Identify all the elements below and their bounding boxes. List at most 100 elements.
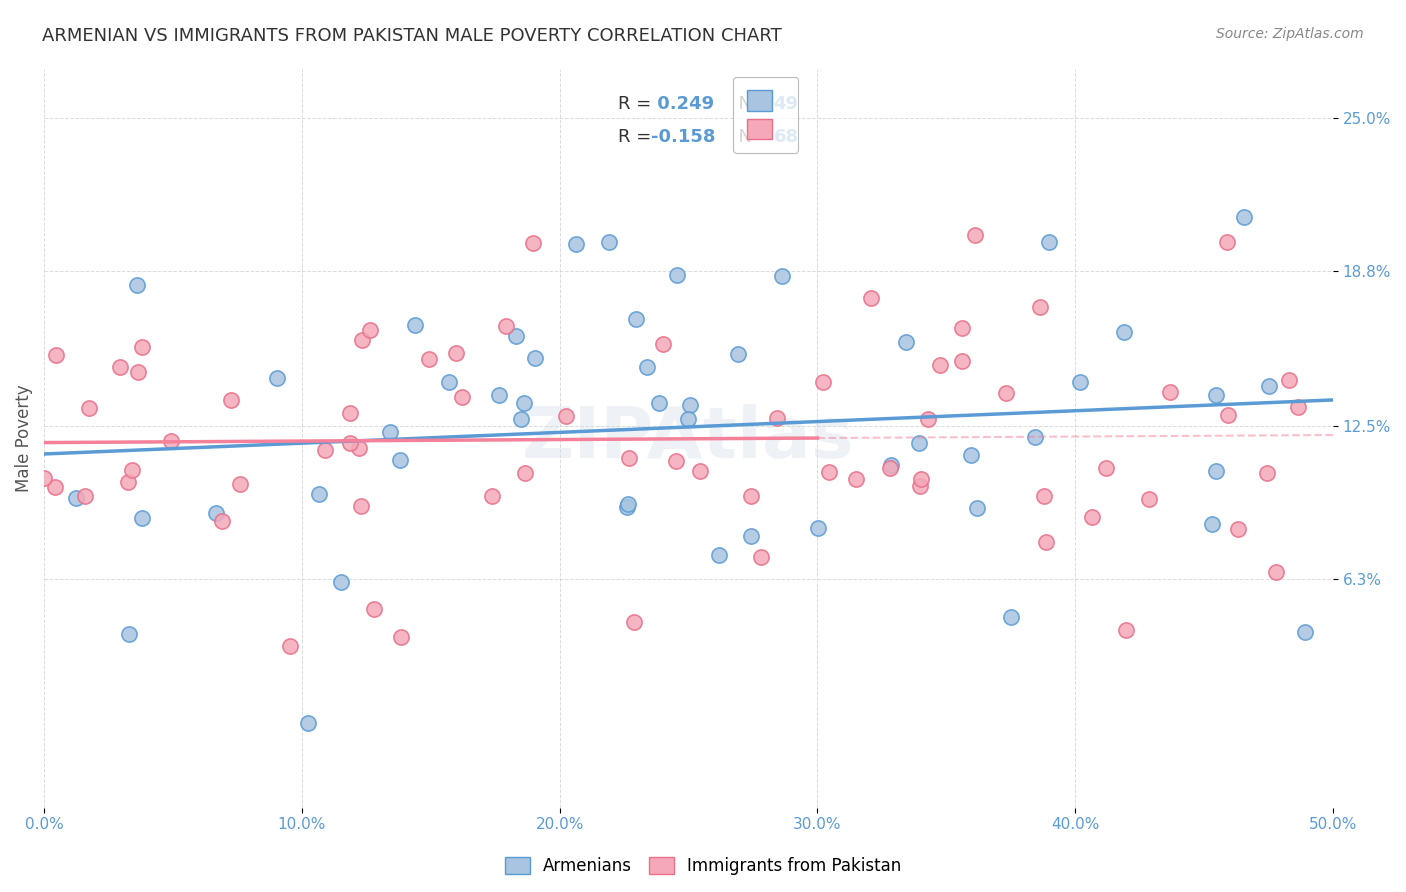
Legend: Armenians, Immigrants from Pakistan: Armenians, Immigrants from Pakistan <box>496 849 910 884</box>
Point <box>118 627 141 641</box>
Point <box>1112 326 1135 340</box>
Point <box>818 465 841 479</box>
Point <box>995 386 1018 401</box>
Point <box>616 500 638 514</box>
Point <box>378 425 401 440</box>
Point <box>1233 211 1256 225</box>
Point <box>740 489 762 503</box>
Point <box>359 323 381 337</box>
Point <box>617 451 640 466</box>
Point <box>910 472 932 486</box>
Text: R =: R = <box>617 95 657 113</box>
Point <box>845 472 868 486</box>
Point <box>352 333 374 347</box>
Point <box>910 479 932 493</box>
Text: Source: ZipAtlas.com: Source: ZipAtlas.com <box>1216 27 1364 41</box>
Point <box>121 463 143 477</box>
Point <box>624 312 647 326</box>
Point <box>524 351 547 365</box>
Point <box>404 318 426 332</box>
Point <box>510 411 533 425</box>
Text: -0.158: -0.158 <box>651 128 716 145</box>
Point <box>727 347 749 361</box>
Point <box>488 388 510 402</box>
Point <box>1286 400 1309 414</box>
Point <box>204 506 226 520</box>
Point <box>908 435 931 450</box>
Point <box>363 602 385 616</box>
Point <box>44 480 66 494</box>
Point <box>623 615 645 630</box>
Point <box>32 471 55 485</box>
Text: ARMENIAN VS IMMIGRANTS FROM PAKISTAN MALE POVERTY CORRELATION CHART: ARMENIAN VS IMMIGRANTS FROM PAKISTAN MAL… <box>42 27 782 45</box>
Point <box>966 500 988 515</box>
Point <box>513 467 536 481</box>
Point <box>565 237 588 252</box>
Point <box>481 489 503 503</box>
Point <box>740 529 762 543</box>
Point <box>770 269 793 284</box>
Point <box>1137 491 1160 506</box>
Point <box>766 411 789 425</box>
Point <box>229 477 252 491</box>
Point <box>278 639 301 653</box>
Point <box>1038 235 1060 250</box>
Point <box>689 464 711 478</box>
Point <box>117 475 139 490</box>
Point <box>77 401 100 415</box>
Point <box>314 443 336 458</box>
Point <box>418 352 440 367</box>
Point <box>929 358 952 372</box>
Point <box>665 454 688 468</box>
Point <box>1000 610 1022 624</box>
Point <box>266 371 288 385</box>
Point <box>1216 408 1239 422</box>
Point <box>1257 379 1279 393</box>
Point <box>160 434 183 448</box>
Point <box>108 359 131 374</box>
Point <box>389 630 412 644</box>
Point <box>1205 464 1227 478</box>
Point <box>896 334 918 349</box>
Point <box>125 277 148 292</box>
Text: N =: N = <box>727 128 779 145</box>
Point <box>1294 624 1316 639</box>
Y-axis label: Male Poverty: Male Poverty <box>15 384 32 491</box>
Point <box>813 375 835 389</box>
Point <box>444 345 467 359</box>
Point <box>917 411 939 425</box>
Point <box>1278 373 1301 387</box>
Point <box>679 398 702 412</box>
Point <box>505 328 527 343</box>
Point <box>1216 235 1239 249</box>
Point <box>75 489 97 503</box>
Point <box>1095 461 1118 475</box>
Point <box>751 549 773 564</box>
Point <box>860 291 883 305</box>
Point <box>339 435 361 450</box>
Point <box>648 396 671 410</box>
Point <box>211 514 233 528</box>
Point <box>1264 565 1286 579</box>
Point <box>1115 623 1137 637</box>
Point <box>807 521 830 535</box>
Point <box>513 396 536 410</box>
Point <box>1256 466 1278 480</box>
Point <box>308 486 330 500</box>
Point <box>665 268 688 282</box>
Text: N =: N = <box>727 95 779 113</box>
Point <box>45 348 67 362</box>
Point <box>297 716 319 731</box>
Point <box>388 452 411 467</box>
Point <box>131 511 153 525</box>
Point <box>598 235 620 250</box>
Point <box>495 319 517 334</box>
Point <box>1028 300 1050 314</box>
Point <box>1201 516 1223 531</box>
Point <box>950 354 973 368</box>
Point <box>678 412 700 426</box>
Point <box>879 460 901 475</box>
Text: ZIPAtlas: ZIPAtlas <box>522 403 855 473</box>
Point <box>636 359 658 374</box>
Point <box>65 491 87 506</box>
